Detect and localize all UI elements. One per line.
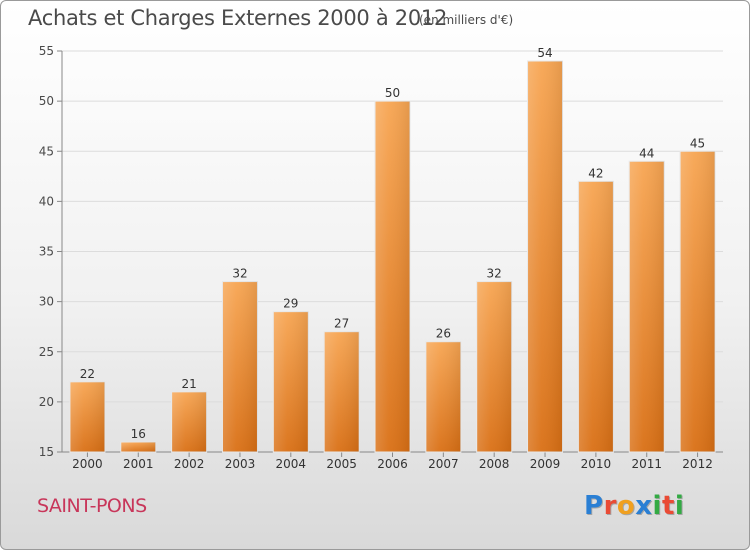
x-tick-label: 2000 <box>72 457 103 471</box>
y-tick-label: 20 <box>39 395 54 409</box>
bar[interactable] <box>628 160 665 453</box>
y-tick-label: 55 <box>39 44 54 58</box>
bar-value-label: 32 <box>232 267 247 281</box>
x-tick-label: 2008 <box>479 457 510 471</box>
bar[interactable] <box>69 381 106 453</box>
bar-chart: 15 20 25 30 35 40 45 50 55 2000 2001 2002 2003 2004 20… <box>39 44 723 471</box>
logo-letter: i <box>652 491 662 521</box>
bar-value-label: 42 <box>588 166 603 180</box>
chart-subtitle: (en milliers d'€) <box>419 13 514 27</box>
logo-letter: x <box>635 491 653 521</box>
bar-shine <box>375 101 410 452</box>
bar[interactable] <box>577 180 614 453</box>
logo-letter: P <box>584 491 604 521</box>
bar-value-label: 32 <box>487 267 502 281</box>
x-tick-label: 2001 <box>123 457 154 471</box>
y-tick-label: 35 <box>39 245 54 259</box>
bar-shine <box>171 391 207 452</box>
bar-shine <box>680 151 716 452</box>
bar-value-label: 16 <box>131 427 146 441</box>
bar-value-label: 21 <box>181 377 196 391</box>
x-tick-label: 2007 <box>428 457 459 471</box>
bar-shine <box>476 281 512 452</box>
bar-shine <box>629 161 665 452</box>
bar[interactable] <box>120 441 157 453</box>
y-tick-label: 25 <box>39 345 54 359</box>
bar-value-label: 45 <box>690 136 705 150</box>
bar-shine <box>69 381 105 452</box>
y-tick-label: 45 <box>39 144 54 158</box>
bar-shine <box>273 311 309 452</box>
logo-letter: r <box>603 491 617 521</box>
logo-letter: o <box>616 491 636 521</box>
bar[interactable] <box>221 281 258 453</box>
x-tick-label: 2012 <box>682 457 713 471</box>
x-tick-label: 2010 <box>581 457 612 471</box>
bar-value-label: 44 <box>639 146 654 160</box>
y-tick-label: 15 <box>39 445 54 459</box>
bar-value-label: 50 <box>385 86 400 100</box>
bar[interactable] <box>374 100 411 453</box>
bar[interactable] <box>323 331 360 453</box>
bar-shine <box>120 441 156 452</box>
x-tick-label: 2003 <box>225 457 256 471</box>
x-tick-label: 2006 <box>377 457 408 471</box>
bar-shine <box>527 61 563 453</box>
bar-shine <box>425 341 461 452</box>
x-tick-label: 2005 <box>326 457 357 471</box>
logo-letter: i <box>674 491 685 521</box>
commune-name: SAINT-PONS <box>37 495 147 517</box>
bar-shine <box>578 181 614 452</box>
logo-letter: t <box>661 491 675 521</box>
bar-value-label: 26 <box>436 327 451 341</box>
bar-value-label: 54 <box>537 46 552 60</box>
chart-title: Achats et Charges Externes 2000 à 2012 <box>28 6 448 30</box>
x-tick-label: 2004 <box>276 457 307 471</box>
bar[interactable] <box>171 391 208 453</box>
bar-shine <box>222 281 258 452</box>
proxiti-logo[interactable]: Proxiti <box>584 491 684 521</box>
x-tick-label: 2002 <box>174 457 205 471</box>
bar-value-label: 22 <box>80 367 95 381</box>
bar-value-label: 29 <box>283 297 298 311</box>
bar[interactable] <box>679 150 716 453</box>
x-tick-label: 2011 <box>631 457 662 471</box>
y-tick-label: 40 <box>39 194 54 208</box>
bar[interactable] <box>527 60 564 453</box>
bar-shine <box>324 331 360 452</box>
y-tick-label: 30 <box>39 295 54 309</box>
bar-value-label: 27 <box>334 317 349 331</box>
y-tick-label: 50 <box>39 94 54 108</box>
bar[interactable] <box>272 311 309 453</box>
bar[interactable] <box>425 341 462 453</box>
bar[interactable] <box>476 281 513 453</box>
x-tick-label: 2009 <box>530 457 561 471</box>
